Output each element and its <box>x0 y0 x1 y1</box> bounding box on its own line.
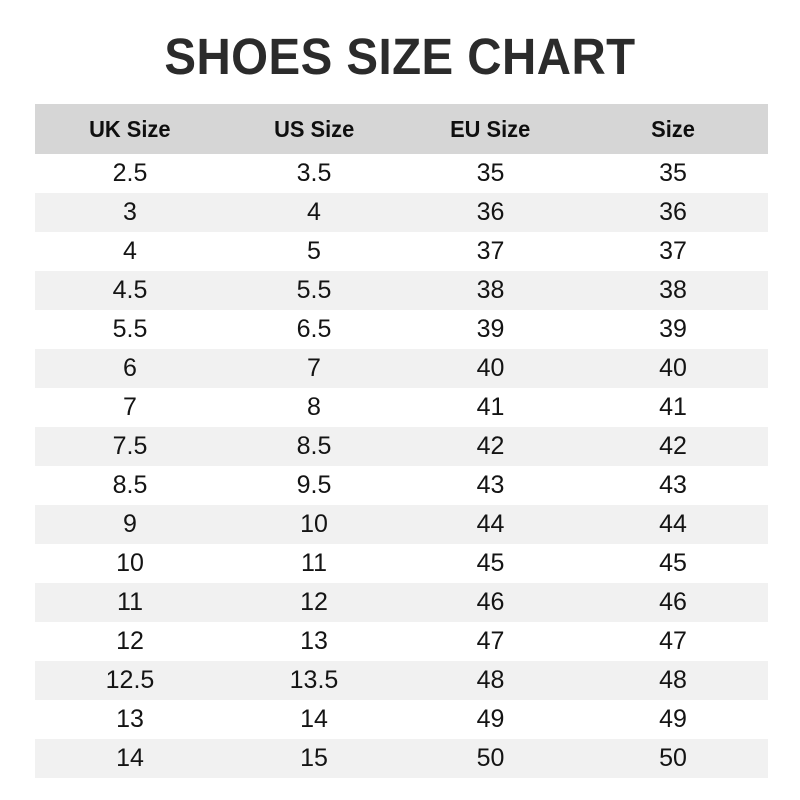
cell-eu-size: 49 <box>403 700 578 739</box>
column-header-size: Size <box>578 104 768 154</box>
cell-eu-size: 47 <box>403 622 578 661</box>
cell-us-size: 8 <box>225 388 403 427</box>
cell-uk-size: 4.5 <box>35 271 225 310</box>
cell-eu-size: 42 <box>403 427 578 466</box>
cell-uk-size: 2.5 <box>35 154 225 193</box>
cell-us-size: 4 <box>225 193 403 232</box>
table-row: 4 5 37 37 <box>35 232 768 271</box>
table-body: 2.5 3.5 35 35 3 4 36 36 4 5 37 37 <box>35 154 768 778</box>
cell-size: 43 <box>578 466 768 505</box>
cell-eu-size: 38 <box>403 271 578 310</box>
cell-uk-size: 7 <box>35 388 225 427</box>
cell-size: 42 <box>578 427 768 466</box>
cell-eu-size: 37 <box>403 232 578 271</box>
cell-uk-size: 10 <box>35 544 225 583</box>
size-table-container: UK Size US Size EU Size Size 2.5 3 <box>35 104 768 778</box>
size-table: UK Size US Size EU Size Size 2.5 3 <box>35 104 768 778</box>
cell-us-size: 12 <box>225 583 403 622</box>
cell-eu-size: 39 <box>403 310 578 349</box>
cell-size: 44 <box>578 505 768 544</box>
table-row: 7.5 8.5 42 42 <box>35 427 768 466</box>
table-row: 14 15 50 50 <box>35 739 768 778</box>
cell-eu-size: 35 <box>403 154 578 193</box>
table-row: 9 10 44 44 <box>35 505 768 544</box>
cell-size: 48 <box>578 661 768 700</box>
cell-us-size: 11 <box>225 544 403 583</box>
cell-uk-size: 5.5 <box>35 310 225 349</box>
cell-eu-size: 41 <box>403 388 578 427</box>
cell-uk-size: 3 <box>35 193 225 232</box>
table-row: 12 13 47 47 <box>35 622 768 661</box>
cell-eu-size: 43 <box>403 466 578 505</box>
cell-us-size: 10 <box>225 505 403 544</box>
cell-uk-size: 12 <box>35 622 225 661</box>
cell-eu-size: 46 <box>403 583 578 622</box>
cell-uk-size: 4 <box>35 232 225 271</box>
cell-size: 47 <box>578 622 768 661</box>
cell-us-size: 8.5 <box>225 427 403 466</box>
column-header-us-size: US Size <box>225 104 403 154</box>
table-row: 6 7 40 40 <box>35 349 768 388</box>
table-row: 10 11 45 45 <box>35 544 768 583</box>
table-header-row: UK Size US Size EU Size Size <box>35 104 768 154</box>
column-header-uk-size-label: UK Size <box>89 115 171 142</box>
column-header-eu-size-label: EU Size <box>450 115 531 142</box>
cell-eu-size: 48 <box>403 661 578 700</box>
column-header-size-label: Size <box>651 115 695 142</box>
table-row: 12.5 13.5 48 48 <box>35 661 768 700</box>
cell-us-size: 15 <box>225 739 403 778</box>
table-row: 11 12 46 46 <box>35 583 768 622</box>
cell-size: 37 <box>578 232 768 271</box>
table-header: UK Size US Size EU Size Size <box>35 104 768 154</box>
cell-uk-size: 8.5 <box>35 466 225 505</box>
cell-size: 49 <box>578 700 768 739</box>
cell-uk-size: 7.5 <box>35 427 225 466</box>
table-row: 8.5 9.5 43 43 <box>35 466 768 505</box>
cell-us-size: 13 <box>225 622 403 661</box>
cell-uk-size: 12.5 <box>35 661 225 700</box>
column-header-eu-size: EU Size <box>403 104 578 154</box>
cell-us-size: 5.5 <box>225 271 403 310</box>
cell-us-size: 5 <box>225 232 403 271</box>
cell-eu-size: 36 <box>403 193 578 232</box>
cell-size: 40 <box>578 349 768 388</box>
table-row: 5.5 6.5 39 39 <box>35 310 768 349</box>
cell-size: 45 <box>578 544 768 583</box>
cell-size: 36 <box>578 193 768 232</box>
table-row: 7 8 41 41 <box>35 388 768 427</box>
cell-size: 41 <box>578 388 768 427</box>
column-header-uk-size: UK Size <box>35 104 225 154</box>
cell-us-size: 3.5 <box>225 154 403 193</box>
cell-size: 39 <box>578 310 768 349</box>
cell-eu-size: 44 <box>403 505 578 544</box>
table-row: 4.5 5.5 38 38 <box>35 271 768 310</box>
table-row: 3 4 36 36 <box>35 193 768 232</box>
cell-uk-size: 9 <box>35 505 225 544</box>
cell-us-size: 13.5 <box>225 661 403 700</box>
cell-us-size: 7 <box>225 349 403 388</box>
cell-uk-size: 11 <box>35 583 225 622</box>
table-row: 2.5 3.5 35 35 <box>35 154 768 193</box>
cell-uk-size: 6 <box>35 349 225 388</box>
cell-us-size: 6.5 <box>225 310 403 349</box>
cell-us-size: 14 <box>225 700 403 739</box>
cell-eu-size: 50 <box>403 739 578 778</box>
cell-size: 38 <box>578 271 768 310</box>
cell-uk-size: 14 <box>35 739 225 778</box>
cell-us-size: 9.5 <box>225 466 403 505</box>
cell-size: 35 <box>578 154 768 193</box>
page-title: SHOES SIZE CHART <box>164 28 636 85</box>
cell-size: 46 <box>578 583 768 622</box>
cell-eu-size: 45 <box>403 544 578 583</box>
cell-uk-size: 13 <box>35 700 225 739</box>
cell-size: 50 <box>578 739 768 778</box>
table-row: 13 14 49 49 <box>35 700 768 739</box>
column-header-us-size-label: US Size <box>273 115 355 142</box>
cell-eu-size: 40 <box>403 349 578 388</box>
